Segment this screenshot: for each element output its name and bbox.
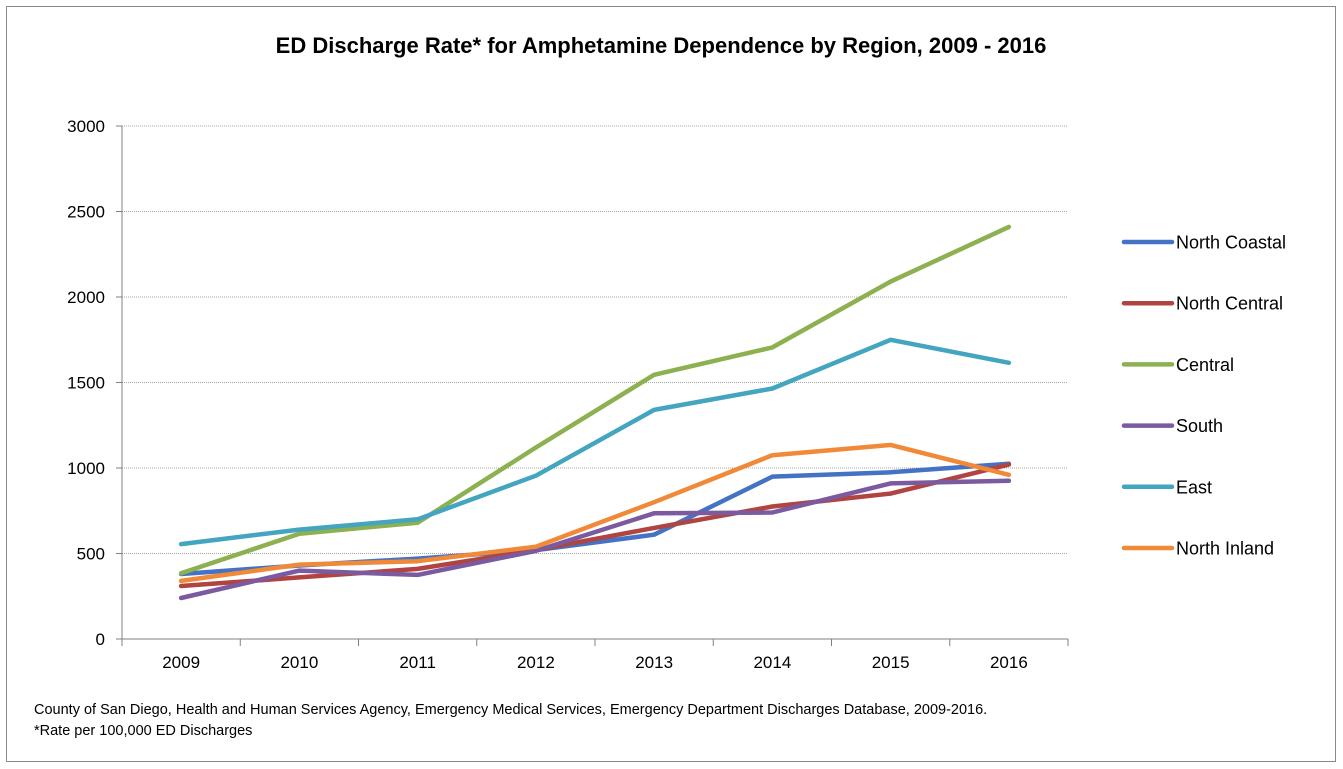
- y-tick-label: 2000: [67, 288, 105, 307]
- legend-label-south: South: [1176, 416, 1223, 436]
- chart-title: ED Discharge Rate* for Amphetamine Depen…: [276, 33, 1047, 58]
- legend-label-north-inland: North Inland: [1176, 539, 1274, 559]
- y-tick-label: 1000: [67, 459, 105, 478]
- series-lines: [178, 224, 1012, 601]
- series-line-north-coastal: [178, 461, 1012, 577]
- x-tick-label: 2011: [399, 653, 436, 672]
- y-tick-label: 2500: [67, 203, 105, 222]
- x-tick-label: 2016: [990, 653, 1028, 672]
- y-tick-label: 0: [96, 630, 105, 649]
- legend-label-north-central: North Central: [1176, 294, 1283, 314]
- y-tick-label: 500: [77, 545, 105, 564]
- x-tick-label: 2014: [753, 653, 791, 672]
- y-tick-label: 3000: [67, 117, 105, 136]
- series-line-north-central: [178, 462, 1012, 589]
- series-line-south: [178, 478, 1012, 601]
- legend: North Coastal North Central Central South Ea…: [1121, 233, 1286, 559]
- series-line-central: [178, 224, 1012, 576]
- legend-label-north-coastal: North Coastal: [1176, 233, 1286, 253]
- x-tick-label: 2010: [280, 653, 318, 672]
- legend-label-east: East: [1176, 477, 1212, 497]
- gridlines: [122, 125, 1068, 554]
- series-line-east: [178, 337, 1012, 547]
- x-tick-label: 2013: [635, 653, 673, 672]
- y-tick-label: 1500: [67, 374, 105, 393]
- x-tick-label: 2009: [162, 653, 200, 672]
- series-line-north-inland: [178, 442, 1012, 584]
- chart-frame: [6, 6, 1336, 762]
- axes: 0 500 1000 1500 2000 2500 3000 2009 2010 2011 2012…: [67, 117, 1069, 672]
- x-tick-label: 2015: [872, 653, 910, 672]
- legend-label-central: Central: [1176, 355, 1234, 375]
- source-note: County of San Diego, Health and Human Se…: [34, 702, 987, 718]
- x-tick-label: 2012: [517, 653, 555, 672]
- rate-footnote: *Rate per 100,000 ED Discharges: [34, 723, 252, 739]
